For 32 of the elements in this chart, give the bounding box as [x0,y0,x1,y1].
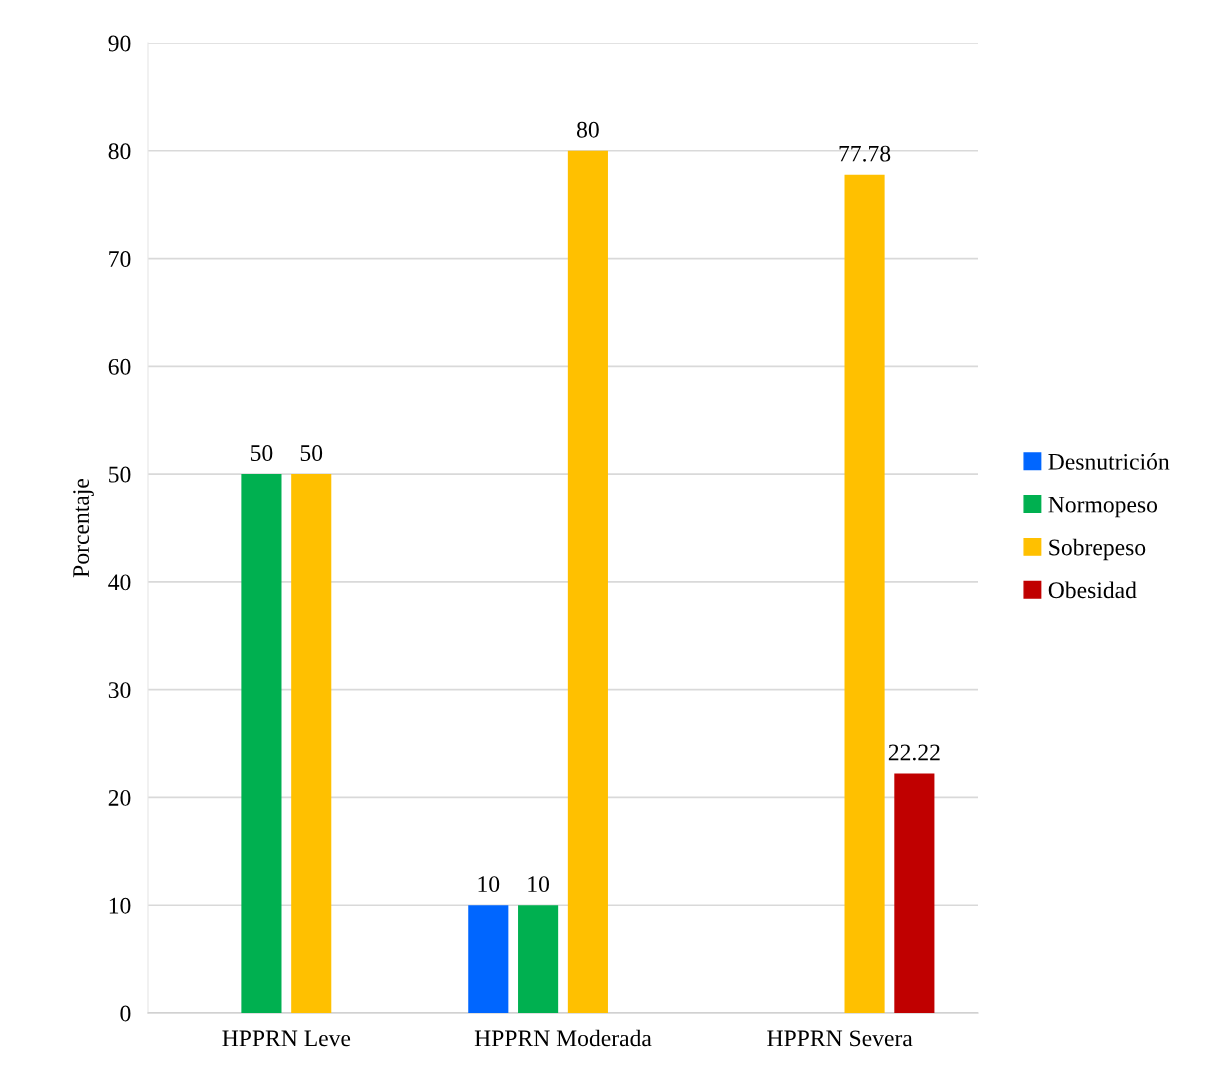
data-label: 50 [300,445,323,461]
bar [518,905,559,1013]
bar [567,150,608,1013]
bar [894,773,935,1013]
bar [844,174,885,1013]
x-tick-label: HPPRN Severa [767,1030,913,1047]
x-tick-label: HPPRN Leve [222,1030,351,1047]
legend-label: Desnutrición [1048,453,1170,470]
y-tick-label: 90 [108,35,131,52]
y-tick-label: 70 [109,251,131,267]
data-label: 22.22 [888,744,940,761]
y-axis-title: Porcentaje [73,479,94,578]
legend-label: Sobrepeso [1049,538,1146,561]
legend-label: Obesidad [1048,581,1137,599]
legend-label: Normopeso [1048,496,1158,518]
y-tick-label: 10 [109,897,131,914]
data-label: 50 [251,445,273,461]
data-label: 77.78 [839,145,891,162]
data-label: 80 [576,121,599,138]
x-tick-label: HPPRN Moderada [474,1029,652,1047]
bar [291,474,332,1013]
y-tick-label: 30 [108,682,131,699]
y-tick-label: 80 [108,143,131,160]
y-tick-label: 40 [108,574,131,591]
y-tick-label: 0 [120,1005,131,1022]
data-label: 10 [528,876,550,893]
bar [241,474,282,1013]
bar [468,905,509,1013]
data-label: 10 [478,876,500,893]
y-tick-label: 20 [108,789,131,806]
y-tick-label: 60 [108,358,131,375]
y-tick-label: 50 [109,466,131,483]
